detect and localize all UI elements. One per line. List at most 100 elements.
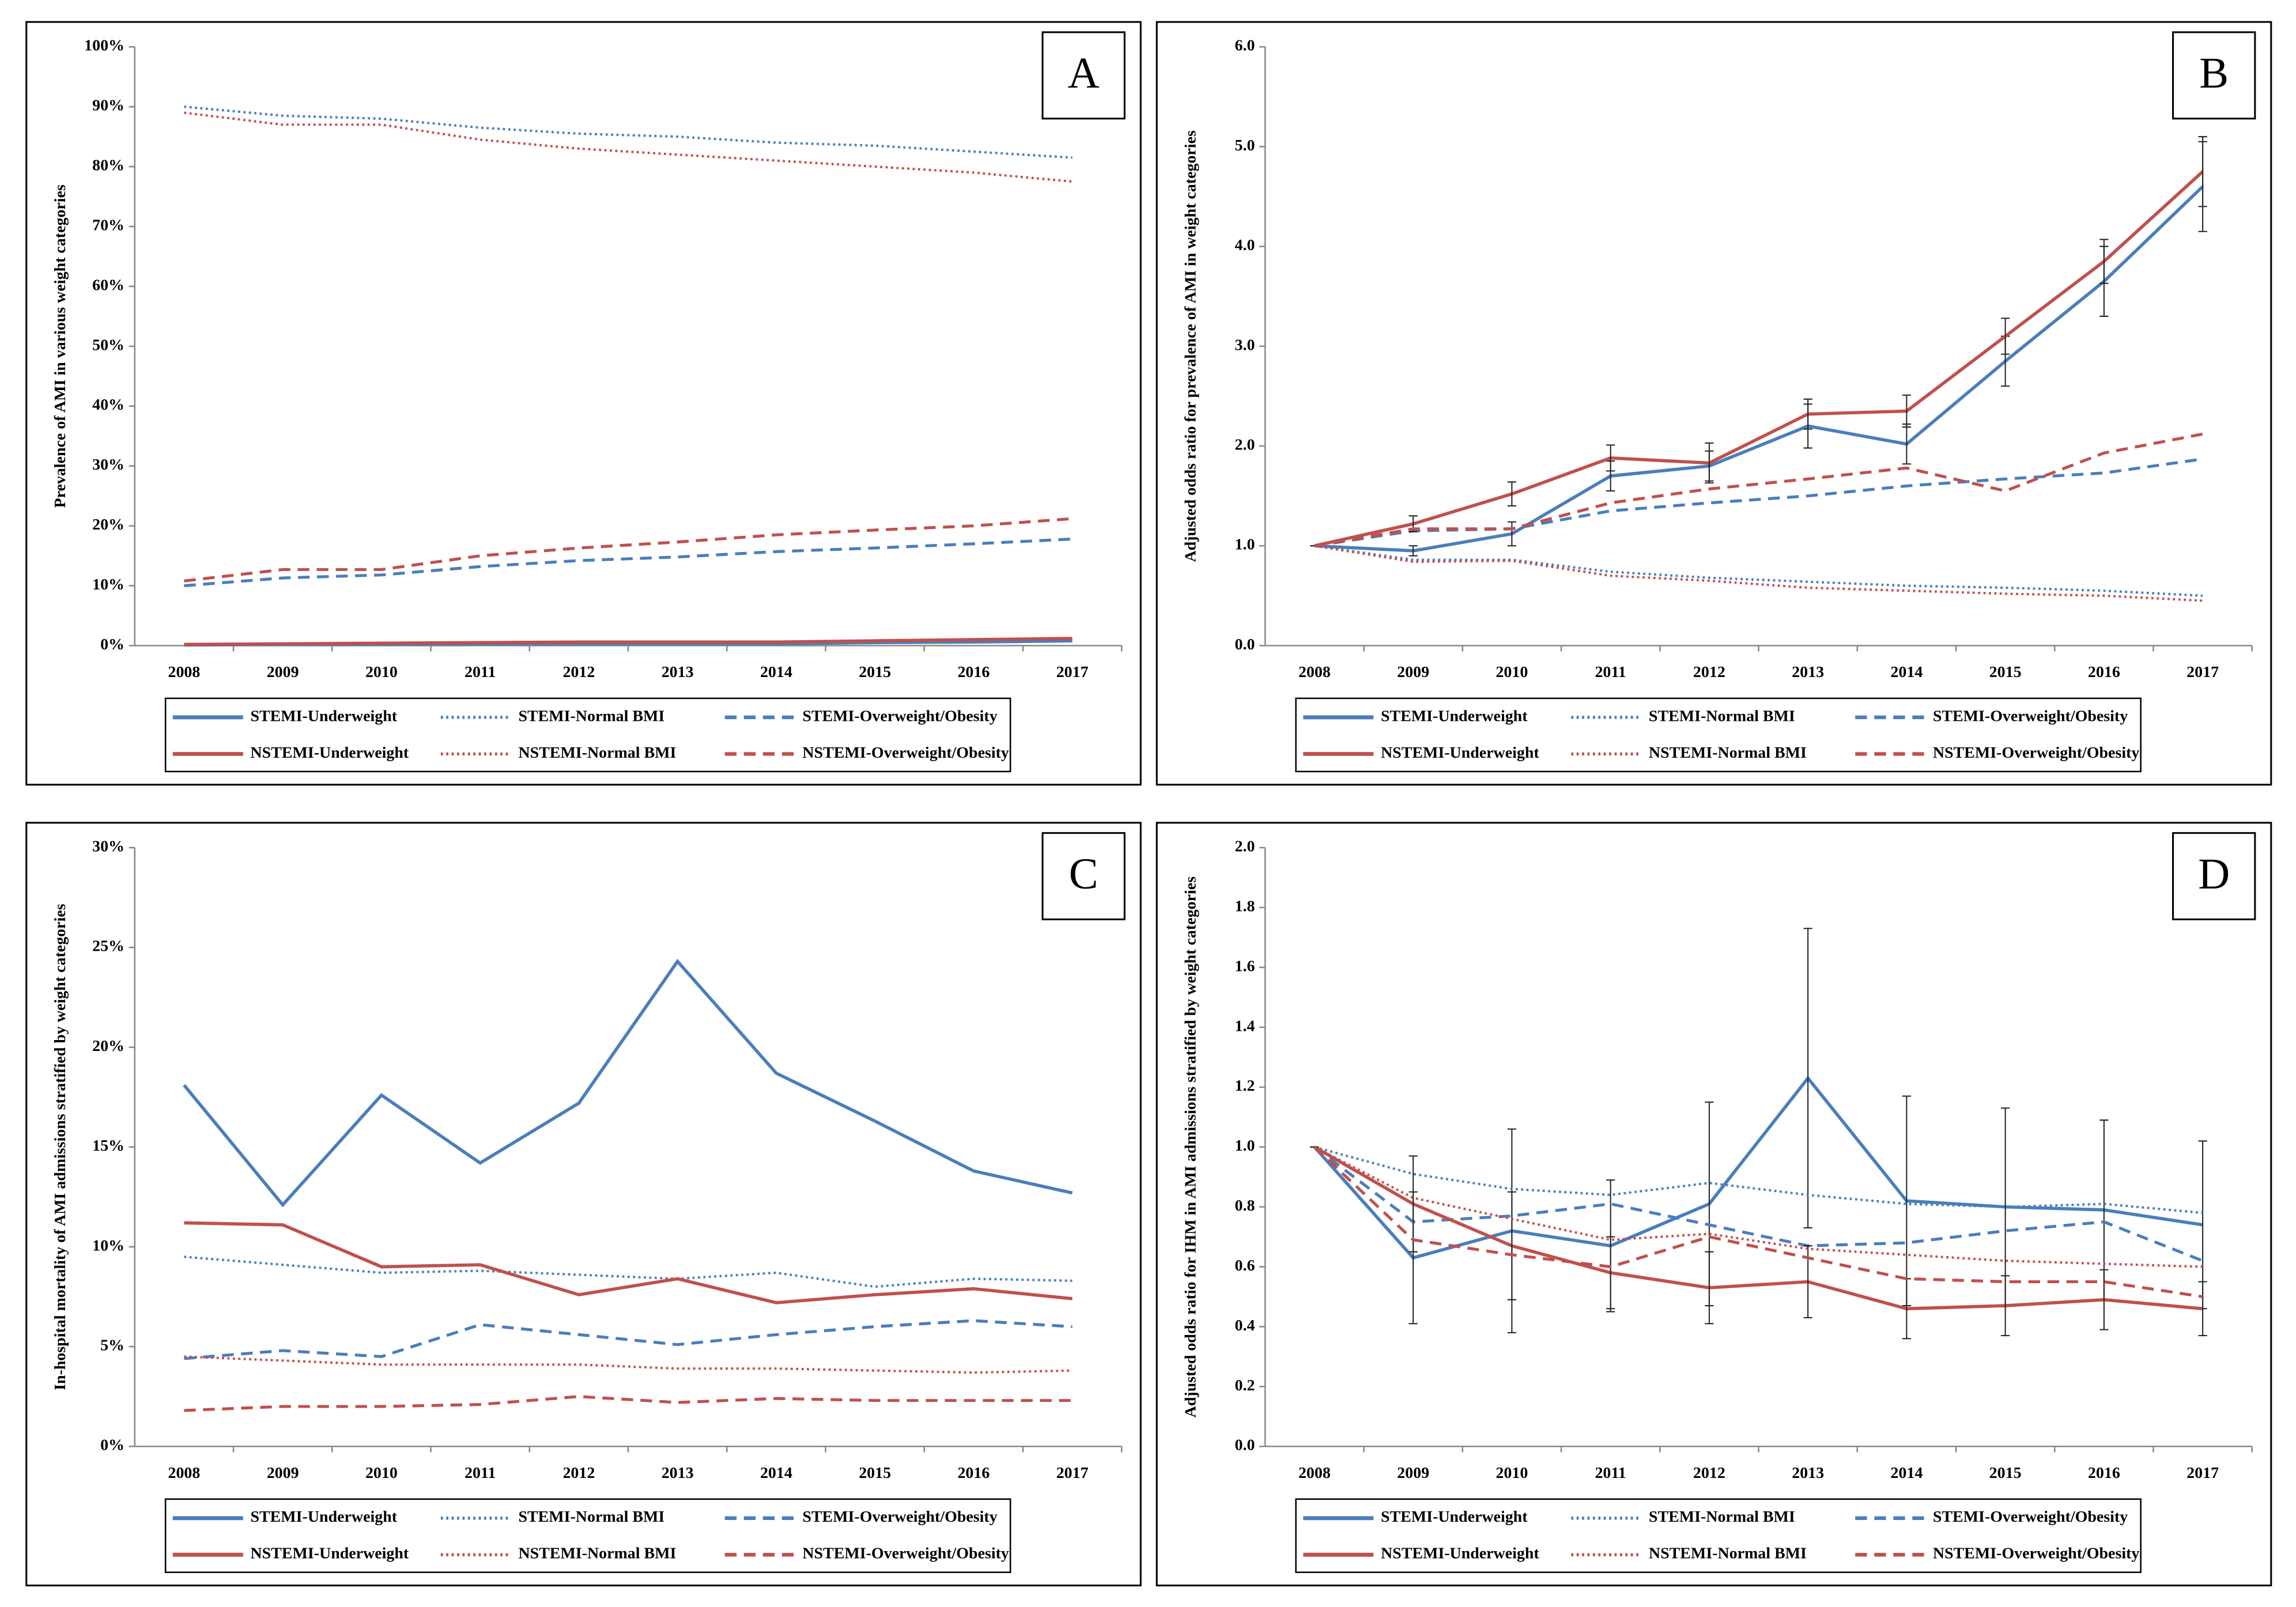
series-line: [1314, 545, 2203, 602]
x-tick-label: 2014: [760, 1464, 792, 1482]
error-bar: [2000, 317, 2010, 355]
error-bar: [1507, 521, 1517, 547]
series-line: [184, 105, 1073, 159]
y-tick-label: 0.2: [1235, 1377, 1255, 1394]
x-tick-label: 2008: [168, 663, 200, 681]
y-tick-label: 50%: [92, 336, 124, 354]
y-tick-label: 90%: [92, 97, 124, 115]
x-tick-label: 2015: [1989, 1464, 2022, 1482]
x-tick-label: 2017: [1056, 1464, 1089, 1482]
error-bar: [1902, 394, 1911, 428]
legend-label: NSTEMI-Overweight/Obesity: [802, 1545, 1009, 1563]
y-tick-label: 2.0: [1235, 838, 1255, 856]
legend-label: STEMI-Overweight/Obesity: [1933, 1508, 2128, 1526]
x-tick-label: 2015: [1989, 663, 2022, 681]
y-axis-label: Adjusted odds ratio for prevalence of AM…: [1182, 130, 1200, 562]
x-tick-label: 2016: [2088, 1464, 2120, 1482]
series-line: [184, 1221, 1073, 1304]
legend-label: STEMI-Normal BMI: [1649, 1508, 1795, 1526]
panel: 0.0 1.0 2.0 3.0 4.0 5.0 6.0 2008 2009 2010 2011 201…: [1155, 21, 2272, 786]
legend-label: STEMI-Normal BMI: [1649, 707, 1795, 725]
y-tick-label: 60%: [92, 276, 124, 294]
panel-letter-box: [1041, 31, 1126, 120]
x-tick-label: 2016: [2088, 663, 2120, 681]
legend-label: STEMI-Overweight/Obesity: [802, 1508, 997, 1526]
series-line: [1314, 432, 2203, 547]
legend-label: STEMI-Underweight: [1381, 1508, 1528, 1526]
y-tick-label: 0.8: [1235, 1197, 1255, 1215]
y-tick-label: 80%: [92, 157, 124, 175]
x-tick-label: 2014: [760, 663, 792, 681]
y-tick-label: 5%: [100, 1336, 124, 1354]
y-tick-label: 15%: [92, 1137, 124, 1155]
series-line: [1314, 457, 2203, 547]
error-bar: [2198, 1281, 2207, 1337]
x-tick-label: 2009: [267, 1464, 299, 1482]
error-bar: [2099, 239, 2109, 284]
x-tick-label: 2013: [662, 1464, 694, 1482]
y-tick-label: 20%: [92, 1037, 124, 1055]
y-tick-label: 1.6: [1235, 957, 1255, 975]
panel-letter: A: [1068, 49, 1100, 97]
y-tick-label: 0.0: [1235, 1436, 1255, 1454]
series-line: [1313, 1145, 2203, 1268]
y-tick-label: 5.0: [1235, 137, 1255, 154]
y-tick-label: 0%: [100, 1436, 124, 1454]
x-tick-label: 2011: [1595, 1464, 1626, 1482]
x-tick-label: 2010: [365, 663, 398, 681]
x-tick-label: 2008: [1298, 1464, 1331, 1482]
y-tick-label: 1.2: [1235, 1077, 1255, 1095]
legend-label: NSTEMI-Overweight/Obesity: [1933, 1545, 2140, 1563]
series-line: [1313, 1145, 2203, 1311]
panel: 0.0 0.2 0.4 0.6 0.8 1.0 1.2 1.4 1.6 1.8 2.0 2008 200…: [1155, 822, 2272, 1587]
x-tick-label: 2008: [168, 1464, 200, 1482]
legend-label: NSTEMI-Overweight/Obesity: [802, 744, 1009, 762]
y-tick-label: 0%: [100, 636, 124, 653]
y-tick-label: 100%: [84, 37, 124, 55]
series-line: [1313, 1075, 2203, 1260]
x-tick-label: 2013: [1792, 1464, 1824, 1482]
legend-label: NSTEMI-Normal BMI: [1649, 1545, 1807, 1563]
error-bar: [1705, 1251, 1714, 1325]
x-tick-label: 2011: [1595, 663, 1626, 681]
legend-label: STEMI-Underweight: [251, 707, 398, 725]
y-tick-label: 4.0: [1235, 236, 1255, 254]
series-line: [1313, 1145, 2204, 1262]
panel: 0% 5% 10% 15% 20% 25% 30% 2008 2009 2010 2011 2012 2…: [25, 822, 1142, 1587]
panel-border: [1155, 822, 2272, 1587]
x-tick-label: 2017: [2187, 1464, 2219, 1482]
y-tick-label: 1.0: [1235, 1137, 1255, 1155]
y-tick-label: 1.0: [1235, 536, 1255, 554]
error-bar: [1507, 481, 1517, 507]
y-axis-label: In-hospital mortality of AMI admissions …: [51, 903, 69, 1390]
y-axis-label: Adjusted odds ratio for IHM in AMI admis…: [1182, 876, 1200, 1417]
panel-letter: C: [1069, 850, 1098, 898]
x-tick-label: 2015: [859, 1464, 891, 1482]
x-tick-label: 2016: [957, 1464, 990, 1482]
error-bar: [1606, 444, 1615, 472]
y-tick-label: 30%: [92, 456, 124, 474]
series-line: [1314, 170, 2204, 548]
x-tick-label: 2016: [957, 663, 990, 681]
y-tick-label: 3.0: [1235, 336, 1255, 354]
series-line: [184, 1319, 1073, 1360]
x-tick-label: 2009: [267, 663, 299, 681]
y-tick-label: 70%: [92, 216, 124, 234]
legend-box: [164, 697, 1011, 773]
y-tick-label: 10%: [92, 576, 124, 593]
series-line: [184, 637, 1073, 646]
legend-label: NSTEMI-Normal BMI: [518, 744, 676, 762]
legend-label: STEMI-Overweight/Obesity: [1933, 707, 2128, 725]
panel-letter: B: [2199, 49, 2229, 97]
error-bar: [1507, 1191, 1517, 1300]
legend-box: [164, 1498, 1011, 1574]
legend-label: NSTEMI-Underweight: [1381, 1545, 1539, 1563]
series-line: [1313, 1145, 2203, 1298]
series-line: [184, 111, 1073, 183]
x-tick-label: 2013: [662, 663, 694, 681]
y-tick-label: 25%: [92, 937, 124, 955]
error-bar: [1606, 1236, 1615, 1310]
error-bar: [1408, 1155, 1418, 1253]
panel-letter: D: [2198, 850, 2230, 898]
